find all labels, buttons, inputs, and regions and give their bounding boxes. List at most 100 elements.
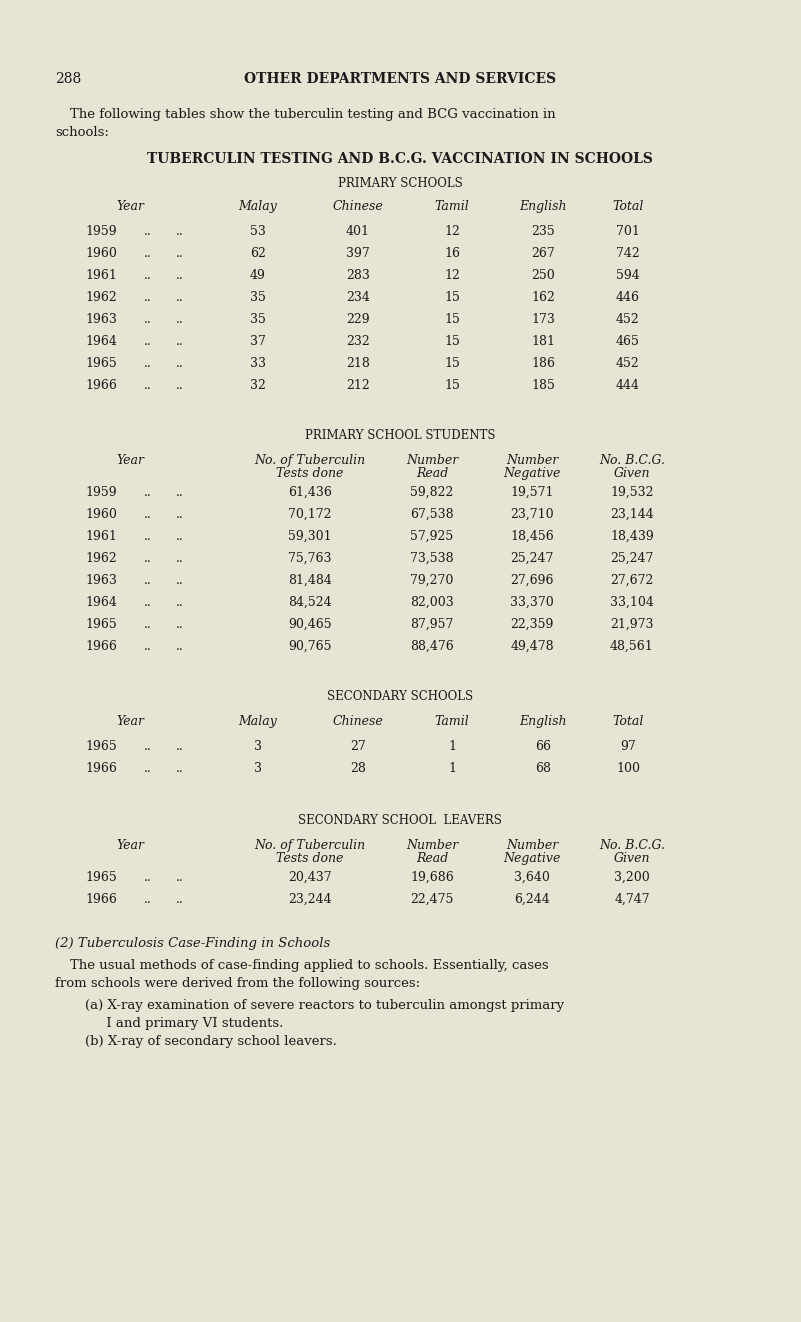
Text: 250: 250 bbox=[531, 268, 555, 282]
Text: (b) X-ray of secondary school leavers.: (b) X-ray of secondary school leavers. bbox=[85, 1035, 337, 1048]
Text: 212: 212 bbox=[346, 379, 370, 393]
Text: ..: .. bbox=[176, 892, 184, 906]
Text: 27: 27 bbox=[350, 740, 366, 754]
Text: 594: 594 bbox=[616, 268, 640, 282]
Text: 452: 452 bbox=[616, 357, 640, 370]
Text: I and primary VI students.: I and primary VI students. bbox=[85, 1017, 284, 1030]
Text: 79,270: 79,270 bbox=[410, 574, 453, 587]
Text: Given: Given bbox=[614, 467, 650, 480]
Text: 1965: 1965 bbox=[85, 357, 117, 370]
Text: ..: .. bbox=[144, 640, 152, 653]
Text: ..: .. bbox=[144, 334, 152, 348]
Text: 12: 12 bbox=[444, 268, 460, 282]
Text: 229: 229 bbox=[346, 313, 370, 327]
Text: 1964: 1964 bbox=[85, 334, 117, 348]
Text: Tests done: Tests done bbox=[276, 851, 344, 865]
Text: 3: 3 bbox=[254, 761, 262, 775]
Text: ..: .. bbox=[176, 225, 184, 238]
Text: 33: 33 bbox=[250, 357, 266, 370]
Text: ..: .. bbox=[176, 486, 184, 498]
Text: 15: 15 bbox=[444, 291, 460, 304]
Text: ..: .. bbox=[176, 268, 184, 282]
Text: 73,538: 73,538 bbox=[410, 553, 454, 564]
Text: Malay: Malay bbox=[239, 715, 277, 728]
Text: 173: 173 bbox=[531, 313, 555, 327]
Text: 23,144: 23,144 bbox=[610, 508, 654, 521]
Text: ..: .. bbox=[144, 247, 152, 260]
Text: 15: 15 bbox=[444, 313, 460, 327]
Text: TUBERCULIN TESTING AND B.C.G. VACCINATION IN SCHOOLS: TUBERCULIN TESTING AND B.C.G. VACCINATIO… bbox=[147, 152, 653, 167]
Text: ..: .. bbox=[144, 761, 152, 775]
Text: ..: .. bbox=[176, 379, 184, 393]
Text: 1964: 1964 bbox=[85, 596, 117, 609]
Text: Chinese: Chinese bbox=[332, 200, 384, 213]
Text: ..: .. bbox=[176, 291, 184, 304]
Text: 185: 185 bbox=[531, 379, 555, 393]
Text: 3,640: 3,640 bbox=[514, 871, 550, 884]
Text: 16: 16 bbox=[444, 247, 460, 260]
Text: Year: Year bbox=[116, 715, 144, 728]
Text: 53: 53 bbox=[250, 225, 266, 238]
Text: 15: 15 bbox=[444, 357, 460, 370]
Text: 3: 3 bbox=[254, 740, 262, 754]
Text: ..: .. bbox=[144, 574, 152, 587]
Text: ..: .. bbox=[144, 268, 152, 282]
Text: 181: 181 bbox=[531, 334, 555, 348]
Text: 444: 444 bbox=[616, 379, 640, 393]
Text: 18,439: 18,439 bbox=[610, 530, 654, 543]
Text: Read: Read bbox=[416, 851, 448, 865]
Text: ..: .. bbox=[144, 379, 152, 393]
Text: 59,822: 59,822 bbox=[410, 486, 453, 498]
Text: 1963: 1963 bbox=[85, 313, 117, 327]
Text: 1965: 1965 bbox=[85, 740, 117, 754]
Text: 37: 37 bbox=[250, 334, 266, 348]
Text: Given: Given bbox=[614, 851, 650, 865]
Text: 232: 232 bbox=[346, 334, 370, 348]
Text: ..: .. bbox=[176, 574, 184, 587]
Text: OTHER DEPARTMENTS AND SERVICES: OTHER DEPARTMENTS AND SERVICES bbox=[244, 71, 556, 86]
Text: Total: Total bbox=[612, 715, 644, 728]
Text: 397: 397 bbox=[346, 247, 370, 260]
Text: 15: 15 bbox=[444, 379, 460, 393]
Text: ..: .. bbox=[176, 313, 184, 327]
Text: Number: Number bbox=[406, 839, 458, 851]
Text: 67,538: 67,538 bbox=[410, 508, 454, 521]
Text: 1966: 1966 bbox=[85, 892, 117, 906]
Text: Year: Year bbox=[116, 453, 144, 467]
Text: 1962: 1962 bbox=[85, 291, 117, 304]
Text: 1960: 1960 bbox=[85, 247, 117, 260]
Text: ..: .. bbox=[144, 313, 152, 327]
Text: 283: 283 bbox=[346, 268, 370, 282]
Text: The usual methods of case-finding applied to schools. Essentially, cases: The usual methods of case-finding applie… bbox=[70, 958, 549, 972]
Text: 218: 218 bbox=[346, 357, 370, 370]
Text: ..: .. bbox=[176, 596, 184, 609]
Text: Tamil: Tamil bbox=[435, 200, 469, 213]
Text: 19,686: 19,686 bbox=[410, 871, 454, 884]
Text: 97: 97 bbox=[620, 740, 636, 754]
Text: ..: .. bbox=[144, 871, 152, 884]
Text: 235: 235 bbox=[531, 225, 555, 238]
Text: schools:: schools: bbox=[55, 126, 109, 139]
Text: 6,244: 6,244 bbox=[514, 892, 549, 906]
Text: Number: Number bbox=[506, 453, 558, 467]
Text: 1965: 1965 bbox=[85, 871, 117, 884]
Text: 452: 452 bbox=[616, 313, 640, 327]
Text: Year: Year bbox=[116, 839, 144, 851]
Text: ..: .. bbox=[144, 225, 152, 238]
Text: 288: 288 bbox=[55, 71, 81, 86]
Text: 48,561: 48,561 bbox=[610, 640, 654, 653]
Text: 25,247: 25,247 bbox=[510, 553, 553, 564]
Text: 4,747: 4,747 bbox=[614, 892, 650, 906]
Text: 1965: 1965 bbox=[85, 617, 117, 631]
Text: Number: Number bbox=[406, 453, 458, 467]
Text: (a) X-ray examination of severe reactors to tuberculin amongst primary: (a) X-ray examination of severe reactors… bbox=[85, 999, 564, 1013]
Text: ..: .. bbox=[176, 553, 184, 564]
Text: 465: 465 bbox=[616, 334, 640, 348]
Text: ..: .. bbox=[176, 640, 184, 653]
Text: ..: .. bbox=[176, 334, 184, 348]
Text: 162: 162 bbox=[531, 291, 555, 304]
Text: 3,200: 3,200 bbox=[614, 871, 650, 884]
Text: 23,244: 23,244 bbox=[288, 892, 332, 906]
Text: 49: 49 bbox=[250, 268, 266, 282]
Text: ..: .. bbox=[144, 357, 152, 370]
